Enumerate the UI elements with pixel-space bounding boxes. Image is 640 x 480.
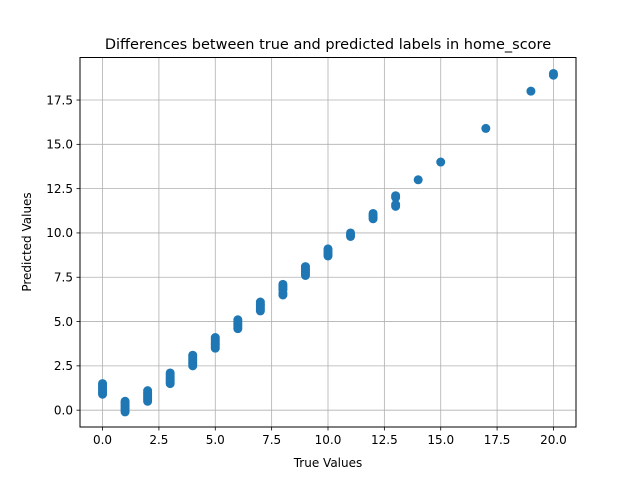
data-point — [481, 123, 491, 133]
x-axis-label: True Values — [293, 456, 363, 470]
x-tick-label: 2.5 — [149, 433, 168, 447]
data-point — [165, 368, 175, 378]
grid-lines — [80, 57, 576, 427]
data-point — [233, 315, 243, 325]
data-point — [368, 208, 378, 218]
x-tick-label: 17.5 — [484, 433, 511, 447]
data-point — [120, 396, 130, 406]
x-tick-label: 0.0 — [93, 433, 112, 447]
data-points — [98, 68, 558, 417]
data-point — [526, 86, 536, 96]
data-point — [300, 262, 310, 272]
y-tick-label: 15.0 — [46, 138, 73, 152]
data-point — [278, 279, 288, 289]
x-axis-ticks: 0.0 2.5 5.0 7.5 10.0 12.5 15.0 17.5 20.0 — [93, 427, 567, 447]
y-tick-label: 12.5 — [46, 182, 73, 196]
data-point — [210, 333, 220, 343]
x-tick-label: 12.5 — [371, 433, 398, 447]
data-point — [436, 157, 446, 167]
x-tick-label: 15.0 — [427, 433, 454, 447]
x-tick-label: 7.5 — [262, 433, 281, 447]
y-tick-label: 2.5 — [54, 359, 73, 373]
data-point — [143, 386, 153, 396]
data-point — [346, 228, 356, 238]
y-tick-label: 5.0 — [54, 315, 73, 329]
data-point — [188, 350, 198, 360]
data-point — [391, 191, 401, 201]
data-point — [255, 297, 265, 307]
x-tick-label: 10.0 — [315, 433, 342, 447]
y-axis-ticks: 0.0 2.5 5.0 7.5 10.0 12.5 15.0 17.5 — [46, 93, 80, 417]
y-tick-label: 7.5 — [54, 271, 73, 285]
chart-title: Differences between true and predicted l… — [105, 37, 551, 53]
y-tick-label: 10.0 — [46, 226, 73, 240]
data-point — [413, 175, 423, 185]
y-axis-label: Predicted Values — [20, 192, 34, 291]
data-point — [391, 200, 401, 210]
x-tick-label: 20.0 — [540, 433, 567, 447]
y-tick-label: 0.0 — [54, 403, 73, 417]
data-point — [548, 68, 558, 78]
data-point — [98, 379, 108, 389]
x-tick-label: 5.0 — [206, 433, 225, 447]
y-tick-label: 17.5 — [46, 93, 73, 107]
data-point — [323, 244, 333, 254]
